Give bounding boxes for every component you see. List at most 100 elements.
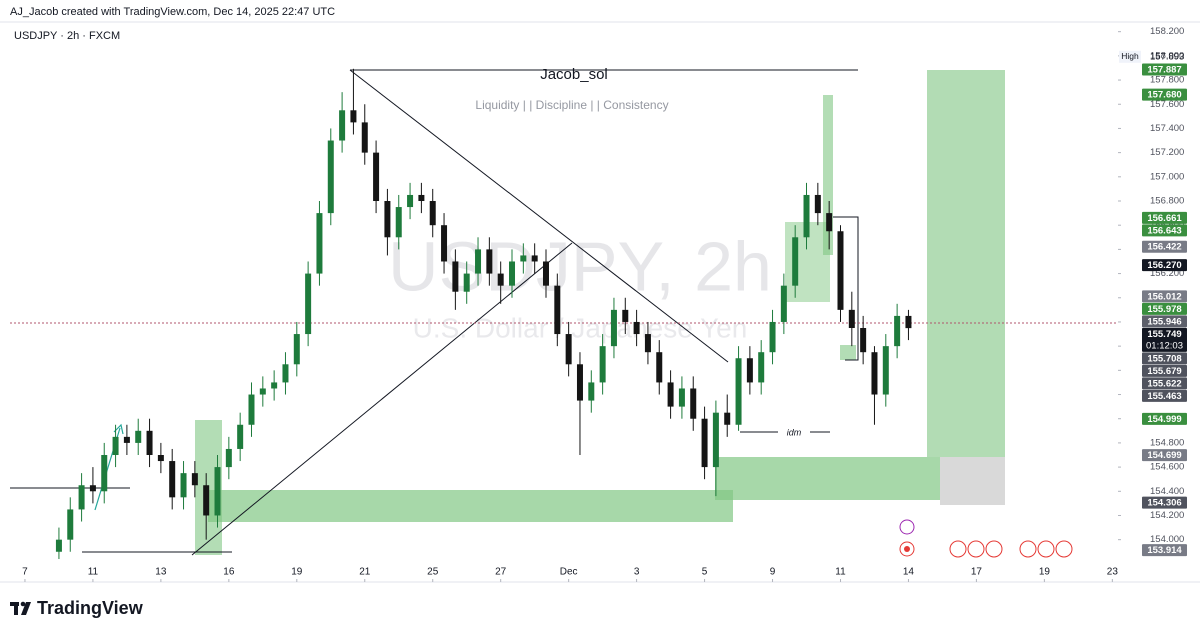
price-badge-label: 155.679: [1147, 366, 1181, 377]
price-badge-label: 153.914: [1147, 545, 1182, 556]
event-icon: [1019, 540, 1037, 558]
candle-body: [531, 255, 538, 262]
price-badge: [1142, 240, 1187, 253]
candle-body: [305, 273, 312, 335]
candle-body: [146, 430, 153, 456]
y-tick-label: 154.200: [1150, 510, 1184, 521]
candle-body: [135, 430, 142, 443]
candle-body: [463, 273, 470, 292]
x-tick-label: 27: [495, 567, 507, 578]
demand-zone: [715, 457, 940, 500]
candle-body: [203, 485, 210, 516]
candle-body: [452, 261, 459, 292]
candle-body: [180, 473, 187, 498]
high-price: 157.893: [1150, 51, 1184, 62]
target-zone: [927, 70, 1005, 457]
candle-body: [55, 539, 62, 552]
candle-body: [871, 352, 878, 395]
candle-body: [758, 352, 765, 383]
annotation-motto: Liquidity | | Discipline | | Consistency: [475, 98, 668, 112]
price-badge: [1142, 327, 1187, 352]
candle-body: [441, 225, 448, 262]
candle-body: [123, 436, 130, 443]
candle-body: [282, 364, 289, 383]
price-badge-label: 156.643: [1147, 225, 1181, 236]
x-tick-label: 25: [427, 567, 439, 578]
y-tick-label: 158.000: [1150, 50, 1184, 61]
candle-body: [384, 201, 391, 238]
logo-part: [14, 602, 18, 615]
demand-zone: [208, 490, 733, 522]
y-tick-label: 154.800: [1150, 437, 1184, 448]
candle-body: [894, 315, 901, 347]
candle-body: [395, 207, 402, 238]
x-tick-label: 3: [634, 567, 640, 578]
candle-body: [373, 152, 380, 202]
candle-body: [475, 249, 482, 274]
y-tick-label: 157.600: [1150, 99, 1184, 110]
candle-body: [701, 418, 708, 468]
candle-body: [576, 364, 583, 401]
price-badge-label: 154.306: [1147, 498, 1181, 509]
y-tick-label: 157.800: [1150, 75, 1184, 86]
price-badge-label: 155.622: [1147, 378, 1181, 389]
box-line: [833, 216, 859, 361]
candle-body: [644, 334, 651, 353]
candle-body: [169, 461, 176, 498]
y-tick-label: 154.400: [1150, 486, 1184, 497]
candle-body: [792, 237, 799, 286]
price-badge-label: 154.999: [1147, 414, 1181, 425]
candle-body: [814, 194, 821, 214]
candle-body: [101, 455, 108, 492]
price-badge-label: 157.887: [1147, 65, 1181, 76]
candle-body: [89, 485, 96, 492]
candle-body: [565, 334, 572, 365]
price-badge: [1142, 88, 1187, 101]
x-tick-label: 23: [1107, 567, 1119, 578]
y-tick-label: 154.000: [1150, 534, 1184, 545]
price-badge-label: 156.661: [1147, 213, 1182, 224]
candle-body: [316, 213, 323, 274]
price-badge: [1142, 364, 1187, 377]
price-badge-label: 156.012: [1147, 291, 1181, 302]
price-badge: [1142, 63, 1187, 76]
price-badge: [1142, 290, 1187, 303]
candle-body: [690, 388, 697, 419]
candle-body: [826, 213, 833, 232]
candle-body: [735, 358, 742, 425]
countdown: 01:12:03: [1146, 340, 1183, 351]
event-icon: [899, 519, 915, 535]
trend-line: [349, 69, 729, 363]
x-tick-label: 16: [223, 567, 235, 578]
price-badge: [1142, 389, 1187, 402]
candle-body: [509, 261, 516, 286]
header: AJ_Jacob created with TradingView.com, D…: [10, 6, 335, 18]
candle-body: [837, 231, 844, 310]
y-tick-label: 156.200: [1150, 268, 1184, 279]
candle-body: [610, 309, 617, 347]
candle-body: [486, 249, 493, 274]
event-icon: [949, 540, 967, 558]
price-badge: [1142, 211, 1187, 224]
annotation-idm: idm: [787, 427, 802, 437]
y-tick-label: 157.400: [1150, 123, 1184, 134]
candle-body: [407, 194, 414, 208]
candle-body: [259, 388, 266, 395]
price-badge-label: 156.422: [1147, 242, 1181, 253]
x-tick-label: 13: [155, 567, 167, 578]
candle-body: [848, 309, 855, 329]
candle-body: [724, 412, 731, 425]
high-tag-label: High: [1121, 51, 1139, 61]
price-badge-label: 155.749: [1147, 329, 1181, 340]
x-tick-label: 11: [835, 567, 846, 578]
candle-body: [429, 201, 436, 226]
candle-body: [882, 346, 889, 395]
event-icon: [1037, 540, 1055, 558]
candle-body: [803, 194, 810, 238]
candle-body: [905, 315, 912, 329]
candle-body: [157, 455, 164, 462]
candle-body: [588, 382, 595, 401]
x-tick-label: 11: [88, 567, 99, 578]
y-tick-label: 157.200: [1150, 147, 1184, 158]
